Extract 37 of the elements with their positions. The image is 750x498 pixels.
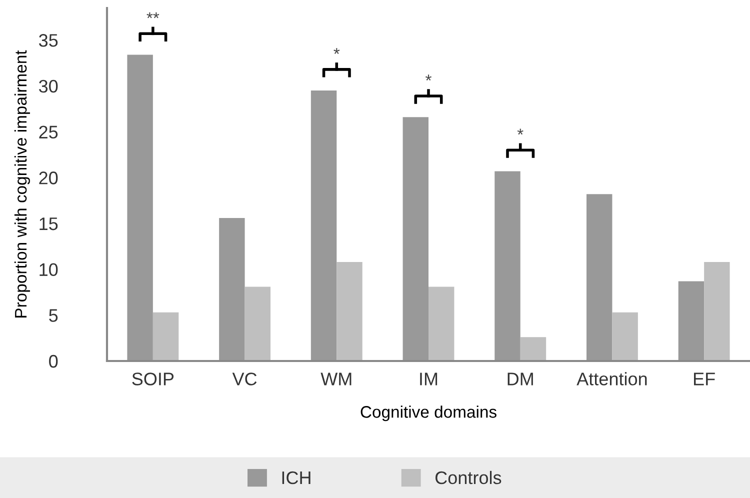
bar — [494, 171, 520, 361]
x-tick-label: DM — [508, 372, 533, 386]
y-tick-label: 20 — [39, 172, 58, 184]
bar — [244, 286, 271, 361]
x-axis-title: Cognitive domains — [360, 406, 496, 422]
y-tick-label: 5 — [49, 309, 58, 322]
x-tick-label: SOIP — [132, 372, 174, 386]
y-tick-label: 10 — [40, 263, 58, 276]
legend-label: Controls — [435, 470, 502, 484]
bar — [704, 262, 730, 361]
y-axis-title: Proportion with cognitive impairment — [14, 50, 30, 318]
bar — [612, 312, 638, 361]
y-tick-label: 15 — [40, 218, 58, 230]
y-tick-label: 0 — [49, 354, 58, 368]
bar — [336, 262, 362, 361]
annotation: ** — [146, 12, 160, 18]
y-tick-label: 25 — [39, 126, 58, 138]
bar — [678, 281, 704, 361]
bar — [586, 194, 612, 361]
x-tick-label: IM — [420, 372, 438, 386]
bar — [310, 90, 337, 361]
bar — [428, 286, 454, 361]
bar — [127, 54, 153, 361]
legend-label: ICH — [282, 471, 310, 484]
bar — [152, 312, 179, 361]
y-tick-label: 35 — [38, 34, 58, 47]
bar — [520, 337, 546, 361]
bar — [402, 117, 428, 361]
x-tick-label: WM — [320, 372, 352, 386]
annotation: * — [517, 128, 524, 135]
x-tick-label: Attention — [576, 372, 647, 386]
x-tick-label: VC — [232, 372, 257, 386]
bar — [219, 218, 245, 361]
y-tick-label: 30 — [38, 80, 58, 93]
annotation: * — [334, 48, 340, 54]
x-tick-label: EF — [694, 372, 715, 386]
annotation: * — [426, 74, 432, 81]
